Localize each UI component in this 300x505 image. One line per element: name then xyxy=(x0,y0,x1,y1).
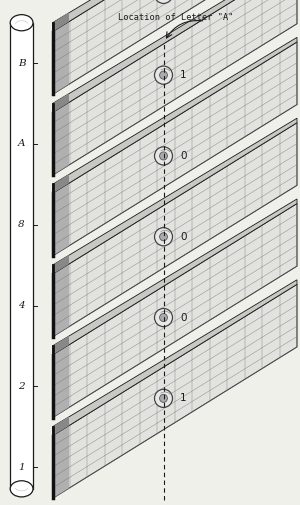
Polygon shape xyxy=(52,42,297,256)
Ellipse shape xyxy=(154,0,172,4)
Polygon shape xyxy=(52,22,69,94)
Text: A: A xyxy=(18,139,25,148)
Polygon shape xyxy=(52,37,297,193)
Polygon shape xyxy=(52,264,69,337)
Polygon shape xyxy=(52,93,69,113)
Polygon shape xyxy=(52,103,69,175)
Ellipse shape xyxy=(160,152,167,160)
Polygon shape xyxy=(52,204,297,418)
Text: Location of Letter "A": Location of Letter "A" xyxy=(118,13,233,22)
Ellipse shape xyxy=(154,228,172,246)
Ellipse shape xyxy=(160,314,167,322)
Polygon shape xyxy=(52,345,69,418)
Polygon shape xyxy=(52,255,69,274)
Polygon shape xyxy=(52,13,69,32)
Polygon shape xyxy=(52,284,297,498)
Polygon shape xyxy=(52,0,297,94)
Polygon shape xyxy=(52,0,297,175)
Polygon shape xyxy=(52,280,297,436)
Polygon shape xyxy=(52,199,297,355)
Polygon shape xyxy=(52,417,69,436)
Polygon shape xyxy=(52,336,69,355)
Ellipse shape xyxy=(160,394,167,402)
Polygon shape xyxy=(52,183,69,256)
Text: 0: 0 xyxy=(180,151,187,161)
Ellipse shape xyxy=(10,481,33,497)
Text: 0: 0 xyxy=(180,232,187,242)
Bar xyxy=(10,23,33,489)
Text: B: B xyxy=(18,59,26,68)
Polygon shape xyxy=(52,123,297,337)
Ellipse shape xyxy=(154,389,172,408)
Text: 1: 1 xyxy=(180,70,187,80)
Ellipse shape xyxy=(154,309,172,327)
Text: 8: 8 xyxy=(18,220,25,229)
Text: 1: 1 xyxy=(18,463,25,472)
Ellipse shape xyxy=(160,71,167,79)
Text: 0: 0 xyxy=(180,313,187,323)
Polygon shape xyxy=(52,0,297,32)
Ellipse shape xyxy=(154,66,172,84)
Polygon shape xyxy=(52,0,297,113)
Polygon shape xyxy=(52,426,69,498)
Text: 2: 2 xyxy=(18,382,25,391)
Ellipse shape xyxy=(160,233,167,241)
Ellipse shape xyxy=(154,147,172,165)
Text: 1: 1 xyxy=(180,393,187,403)
Polygon shape xyxy=(52,118,297,274)
Polygon shape xyxy=(52,174,69,193)
Ellipse shape xyxy=(10,15,33,31)
Text: 4: 4 xyxy=(18,301,25,310)
